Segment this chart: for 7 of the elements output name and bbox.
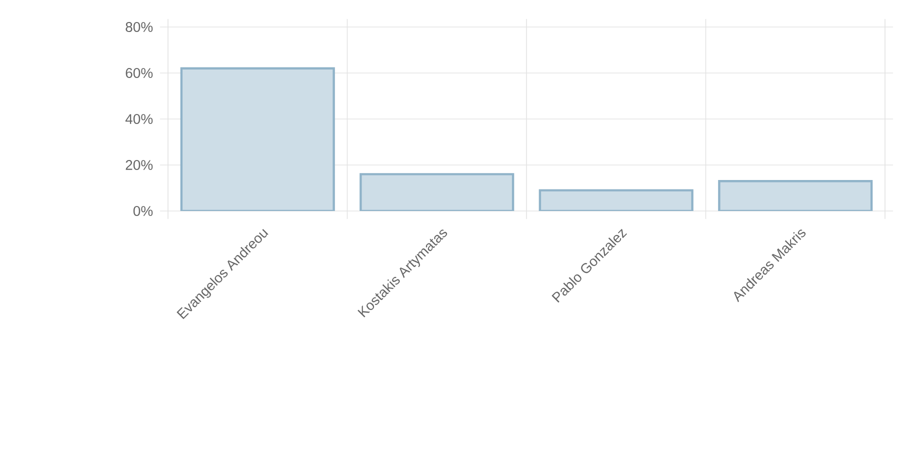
- y-tick-label: 0%: [133, 206, 153, 216]
- y-tick-label: 60%: [126, 68, 153, 78]
- y-tick-label: 20%: [126, 160, 153, 170]
- y-tick-label: 80%: [126, 22, 153, 32]
- bar: [360, 174, 514, 211]
- y-tick-label: 40%: [125, 114, 153, 124]
- bar: [181, 68, 334, 211]
